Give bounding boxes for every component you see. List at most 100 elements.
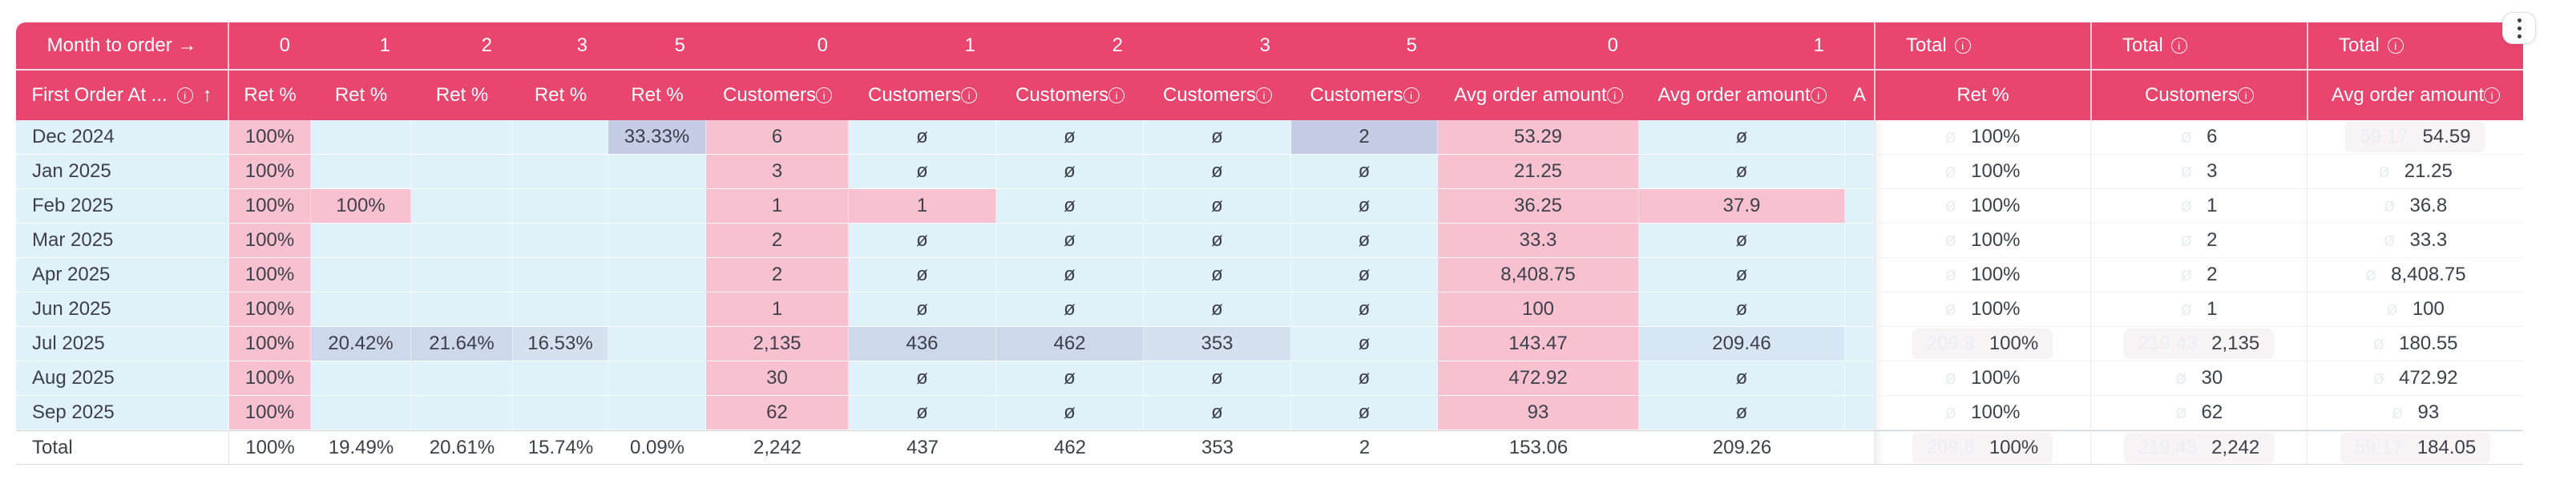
data-cell[interactable]: ø: [996, 396, 1144, 430]
total-cell[interactable]: 209.8 100%: [1874, 327, 2090, 361]
data-cell[interactable]: ø: [1639, 396, 1845, 430]
month-header[interactable]: 5: [1291, 22, 1438, 71]
data-cell[interactable]: 100%: [229, 361, 311, 396]
data-cell[interactable]: 100%: [229, 396, 311, 430]
data-cell[interactable]: 2: [1291, 430, 1438, 465]
month-header[interactable]: 1: [311, 22, 411, 71]
data-cell[interactable]: [513, 155, 608, 189]
info-icon[interactable]: i: [1108, 87, 1125, 103]
data-cell[interactable]: ø: [849, 361, 996, 396]
data-cell[interactable]: 353: [1144, 327, 1291, 361]
metric-header[interactable]: Customers i: [996, 71, 1144, 120]
data-cell[interactable]: [411, 396, 513, 430]
data-cell[interactable]: 33.3: [1438, 224, 1639, 258]
data-cell[interactable]: [411, 258, 513, 292]
data-cell[interactable]: 100%: [229, 327, 311, 361]
data-cell[interactable]: [311, 361, 411, 396]
data-cell[interactable]: ø: [1291, 361, 1438, 396]
info-icon[interactable]: i: [961, 87, 978, 103]
row-label[interactable]: Mar 2025: [16, 224, 229, 258]
data-cell[interactable]: 36.25: [1438, 189, 1639, 224]
data-cell[interactable]: [513, 258, 608, 292]
metric-header[interactable]: Ret %: [411, 71, 513, 120]
data-cell[interactable]: 436: [849, 327, 996, 361]
data-cell[interactable]: 100%: [311, 189, 411, 224]
data-cell[interactable]: ø: [996, 292, 1144, 327]
data-cell[interactable]: 143.47: [1438, 327, 1639, 361]
info-icon[interactable]: i: [2484, 87, 2501, 103]
data-cell[interactable]: [311, 224, 411, 258]
data-cell[interactable]: [608, 189, 706, 224]
pinned-total-header[interactable]: Total i: [2090, 22, 2307, 71]
data-cell[interactable]: 1: [706, 189, 849, 224]
data-cell[interactable]: 53.29: [1438, 120, 1639, 155]
total-cell[interactable]: ø 8,408.75: [2307, 258, 2523, 292]
total-cell[interactable]: ø 472.92: [2307, 361, 2523, 396]
data-cell[interactable]: 62: [706, 396, 849, 430]
data-cell[interactable]: [608, 292, 706, 327]
row-label[interactable]: Apr 2025: [16, 258, 229, 292]
data-cell[interactable]: [1845, 361, 1874, 396]
metric-header[interactable]: Ret %: [311, 71, 411, 120]
total-cell[interactable]: ø 100: [2307, 292, 2523, 327]
kebab-menu-button[interactable]: [2502, 12, 2536, 44]
data-cell[interactable]: [311, 258, 411, 292]
data-cell[interactable]: 20.42%: [311, 327, 411, 361]
data-cell[interactable]: 20.61%: [411, 430, 513, 465]
pinned-total-header[interactable]: Total i: [2307, 22, 2523, 71]
info-icon[interactable]: i: [1810, 87, 1827, 103]
total-cell[interactable]: 209.8 100%: [1874, 430, 2090, 465]
data-cell[interactable]: [1845, 224, 1874, 258]
month-header[interactable]: 1: [849, 22, 996, 71]
total-cell[interactable]: ø 62: [2090, 396, 2307, 430]
data-cell[interactable]: 21.64%: [411, 327, 513, 361]
data-cell[interactable]: 100%: [229, 224, 311, 258]
data-cell[interactable]: 100%: [229, 430, 311, 465]
data-cell[interactable]: 2: [706, 224, 849, 258]
metric-header[interactable]: A: [1845, 71, 1874, 120]
info-icon[interactable]: i: [1256, 87, 1273, 103]
data-cell[interactable]: 472.92: [1438, 361, 1639, 396]
total-cell[interactable]: ø 100%: [1874, 224, 2090, 258]
pinned-metric-header[interactable]: Avg order amount i: [2307, 71, 2523, 120]
metric-header[interactable]: Customers i: [706, 71, 849, 120]
data-cell[interactable]: [311, 120, 411, 155]
data-cell[interactable]: 462: [996, 430, 1144, 465]
data-cell[interactable]: [311, 155, 411, 189]
data-cell[interactable]: 8,408.75: [1438, 258, 1639, 292]
data-cell[interactable]: [411, 224, 513, 258]
month-to-order-header[interactable]: Month to order →: [16, 22, 229, 71]
total-cell[interactable]: ø 100%: [1874, 258, 2090, 292]
data-cell[interactable]: 100: [1438, 292, 1639, 327]
data-cell[interactable]: [513, 361, 608, 396]
month-header[interactable]: 3: [1144, 22, 1291, 71]
data-cell[interactable]: 93: [1438, 396, 1639, 430]
data-cell[interactable]: 30: [706, 361, 849, 396]
month-header[interactable]: 2: [996, 22, 1144, 71]
data-cell[interactable]: 0.09%: [608, 430, 706, 465]
data-cell[interactable]: [411, 189, 513, 224]
data-cell[interactable]: ø: [1144, 361, 1291, 396]
data-cell[interactable]: [608, 396, 706, 430]
data-cell[interactable]: [608, 327, 706, 361]
row-label[interactable]: Sep 2025: [16, 396, 229, 430]
data-cell[interactable]: 15.74%: [513, 430, 608, 465]
metric-header[interactable]: Customers i: [1144, 71, 1291, 120]
info-icon[interactable]: i: [1403, 87, 1419, 103]
data-cell[interactable]: 2: [1291, 120, 1438, 155]
row-label[interactable]: Dec 2024: [16, 120, 229, 155]
data-cell[interactable]: ø: [1144, 155, 1291, 189]
data-cell[interactable]: 100%: [229, 120, 311, 155]
row-label[interactable]: Total: [16, 430, 229, 465]
info-icon[interactable]: i: [1954, 38, 1971, 54]
data-cell[interactable]: 353: [1144, 430, 1291, 465]
data-cell[interactable]: [411, 361, 513, 396]
pinned-metric-header[interactable]: Ret %: [1874, 71, 2090, 120]
total-cell[interactable]: ø 100%: [1874, 120, 2090, 155]
data-cell[interactable]: [608, 258, 706, 292]
data-cell[interactable]: ø: [1639, 224, 1845, 258]
data-cell[interactable]: ø: [1291, 396, 1438, 430]
